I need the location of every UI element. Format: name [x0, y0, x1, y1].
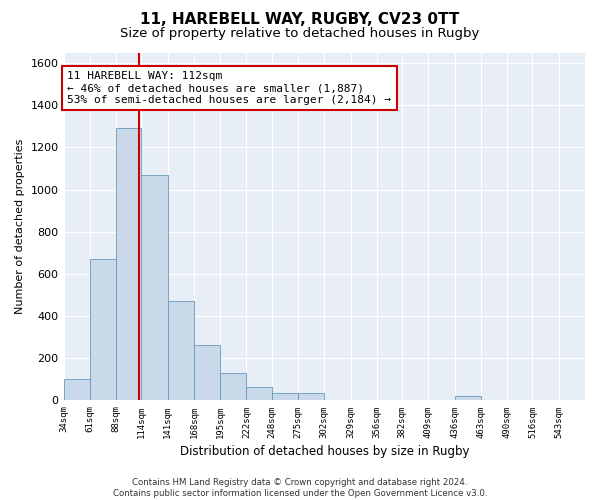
Bar [247, 386, 272, 400]
X-axis label: Distribution of detached houses by size in Rugby: Distribution of detached houses by size … [179, 444, 469, 458]
Bar [455, 396, 481, 400]
Text: 11, HAREBELL WAY, RUGBY, CV23 0TT: 11, HAREBELL WAY, RUGBY, CV23 0TT [140, 12, 460, 28]
Bar [298, 393, 324, 400]
Text: Contains HM Land Registry data © Crown copyright and database right 2024.
Contai: Contains HM Land Registry data © Crown c… [113, 478, 487, 498]
Bar [167, 302, 194, 400]
Bar [64, 380, 90, 400]
Bar [272, 393, 298, 400]
Text: 11 HAREBELL WAY: 112sqm
← 46% of detached houses are smaller (1,887)
53% of semi: 11 HAREBELL WAY: 112sqm ← 46% of detache… [67, 72, 391, 104]
Bar [220, 373, 247, 400]
Bar [116, 128, 142, 400]
Y-axis label: Number of detached properties: Number of detached properties [15, 139, 25, 314]
Bar [194, 344, 220, 401]
Text: Size of property relative to detached houses in Rugby: Size of property relative to detached ho… [121, 28, 479, 40]
Bar [142, 175, 167, 400]
Bar [90, 259, 116, 400]
